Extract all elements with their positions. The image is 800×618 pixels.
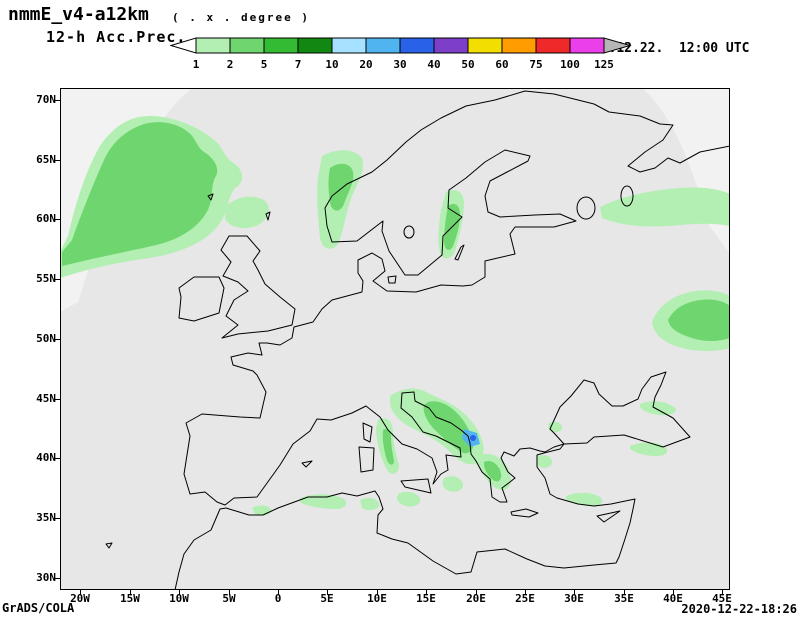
lon-tick-label: 45E <box>712 592 732 605</box>
coast-black-sea <box>549 371 691 448</box>
coast-crete <box>510 508 539 518</box>
lat-tick-label: 40N <box>36 451 56 464</box>
legend-label: 50 <box>461 58 474 71</box>
legend-label: 30 <box>393 58 406 71</box>
lat-tick-label: 35N <box>36 511 56 524</box>
legend-label: 20 <box>359 58 372 71</box>
precip-medium-green <box>62 122 730 482</box>
legend-label: 5 <box>261 58 268 71</box>
lon-tick-label: 25E <box>515 592 535 605</box>
lon-tick-label: 5W <box>222 592 236 605</box>
legend-arrow-right <box>603 37 632 54</box>
lon-tick-label: 15W <box>120 592 140 605</box>
lake-ladoga <box>576 196 596 220</box>
lon-tick-label: 20E <box>466 592 486 605</box>
axis-ticks <box>54 100 723 595</box>
coast-italy-balkans <box>351 391 565 503</box>
legend-label: 125 <box>594 58 614 71</box>
lake-onega <box>620 185 634 207</box>
lat-tick-label: 70N <box>36 93 56 106</box>
legend-colorbar: 1 2 5 7 10 20 30 40 50 60 75 100 125 <box>169 37 632 71</box>
legend-label: 75 <box>529 58 542 71</box>
coast-ireland <box>178 276 225 322</box>
precip-color-legend: 1 2 5 7 10 20 30 40 50 60 75 100 125 <box>169 37 632 75</box>
coast-corsica <box>362 422 373 443</box>
coast-cyprus <box>596 510 621 523</box>
legend-label: 40 <box>427 58 440 71</box>
grid-resolution-label: ( . x . degree ) <box>172 11 310 24</box>
lon-tick-label: 15E <box>416 592 436 605</box>
lat-tick-label: 30N <box>36 571 56 584</box>
legend-label: 60 <box>495 58 508 71</box>
variable-label: 12-h Acc.Prec. <box>46 28 187 46</box>
coastlines <box>105 90 730 590</box>
legend-label: 10 <box>325 58 338 71</box>
lake-vanern <box>403 225 415 239</box>
model-title: nmmE_v4-a12km <box>8 4 149 25</box>
grads-credit: GrADS/COLA <box>2 601 75 615</box>
coast-sardinia <box>358 446 375 473</box>
lon-tick-label: 40E <box>663 592 683 605</box>
coast-zealand <box>387 275 397 284</box>
lat-tick-label: 60N <box>36 212 56 225</box>
legend-label: 100 <box>560 58 580 71</box>
legend-label: 7 <box>295 58 302 71</box>
legend-label: 2 <box>227 58 234 71</box>
lon-tick-label: 30E <box>564 592 584 605</box>
lon-tick-label: 10W <box>169 592 189 605</box>
coast-sicily <box>400 478 432 494</box>
coast-britain <box>220 235 296 339</box>
lat-tick-label: 50N <box>36 332 56 345</box>
map-frame <box>60 88 730 590</box>
precip-blue <box>462 429 480 447</box>
legend-label: 1 <box>193 58 200 71</box>
lat-tick-label: 65N <box>36 153 56 166</box>
lat-tick-label: 45N <box>36 392 56 405</box>
creation-timestamp: 2020-12-22-18:26 <box>681 602 797 616</box>
coast-turkey-africa <box>174 443 636 590</box>
coast-mainland-europe <box>183 90 730 506</box>
lon-tick-label: 20W <box>70 592 90 605</box>
lat-tick-label: 55N <box>36 272 56 285</box>
coast-mallorca <box>301 460 313 468</box>
lon-tick-label: 10E <box>367 592 387 605</box>
lon-tick-label: 5E <box>320 592 334 605</box>
coast-madeira <box>105 542 113 549</box>
coast-faroe <box>207 193 214 201</box>
coast-shetland <box>265 211 271 221</box>
lon-tick-label: 0 <box>274 592 282 605</box>
lon-tick-label: 35E <box>614 592 634 605</box>
coast-gotland <box>454 244 465 261</box>
